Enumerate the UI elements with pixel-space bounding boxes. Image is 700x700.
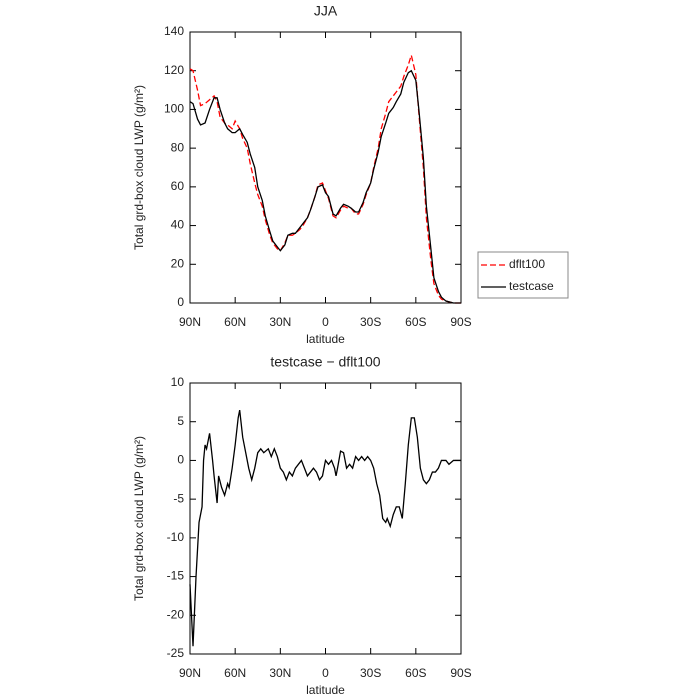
x-tick-label: 0 — [322, 315, 329, 329]
y-tick-label: 5 — [177, 414, 184, 428]
x-tick-label: 60S — [405, 666, 426, 680]
plot-frame — [189, 382, 462, 655]
y-tick-label: 80 — [171, 140, 185, 154]
y-tick-label: 10 — [171, 375, 185, 389]
x-tick-label: 30S — [360, 315, 381, 329]
legend-box — [477, 251, 569, 299]
series-line — [189, 69, 461, 304]
x-tick-label: 90S — [450, 666, 471, 680]
series-line — [189, 409, 461, 647]
y-tick-label: -15 — [167, 569, 185, 583]
y-tick-label: -20 — [167, 607, 185, 621]
chart-title: JJA — [314, 3, 338, 19]
x-tick-label: 30N — [269, 666, 291, 680]
legend-label: testcase — [509, 279, 554, 293]
x-tick-label: 0 — [322, 666, 329, 680]
y-tick-label: 120 — [164, 63, 184, 77]
x-tick-label: 30S — [360, 666, 381, 680]
y-tick-label: 0 — [177, 295, 184, 309]
x-tick-label: 60S — [405, 315, 426, 329]
x-axis-label: latitude — [306, 332, 345, 346]
y-tick-label: 0 — [177, 453, 184, 467]
y-tick-label: 100 — [164, 102, 184, 116]
x-tick-label: 90N — [179, 315, 201, 329]
y-tick-label: -5 — [173, 491, 184, 505]
y-tick-label: -10 — [167, 530, 185, 544]
y-tick-label: 140 — [164, 24, 184, 38]
y-axis-label: Total grd-box cloud LWP (g/m²) — [132, 436, 146, 601]
x-tick-label: 60N — [224, 666, 246, 680]
legend-label: dflt100 — [509, 257, 545, 271]
chart-title: testcase − dflt100 — [270, 354, 380, 370]
y-tick-label: 20 — [171, 256, 185, 270]
series-line — [189, 52, 461, 304]
x-axis-label: latitude — [306, 683, 345, 697]
y-tick-label: 60 — [171, 179, 185, 193]
x-tick-label: 30N — [269, 315, 291, 329]
y-tick-label: 40 — [171, 218, 185, 232]
x-tick-label: 90N — [179, 666, 201, 680]
y-axis-label: Total grd-box cloud LWP (g/m²) — [132, 85, 146, 250]
y-tick-label: -25 — [167, 646, 185, 660]
x-tick-label: 60N — [224, 315, 246, 329]
x-tick-label: 90S — [450, 315, 471, 329]
plot-frame — [189, 31, 462, 304]
